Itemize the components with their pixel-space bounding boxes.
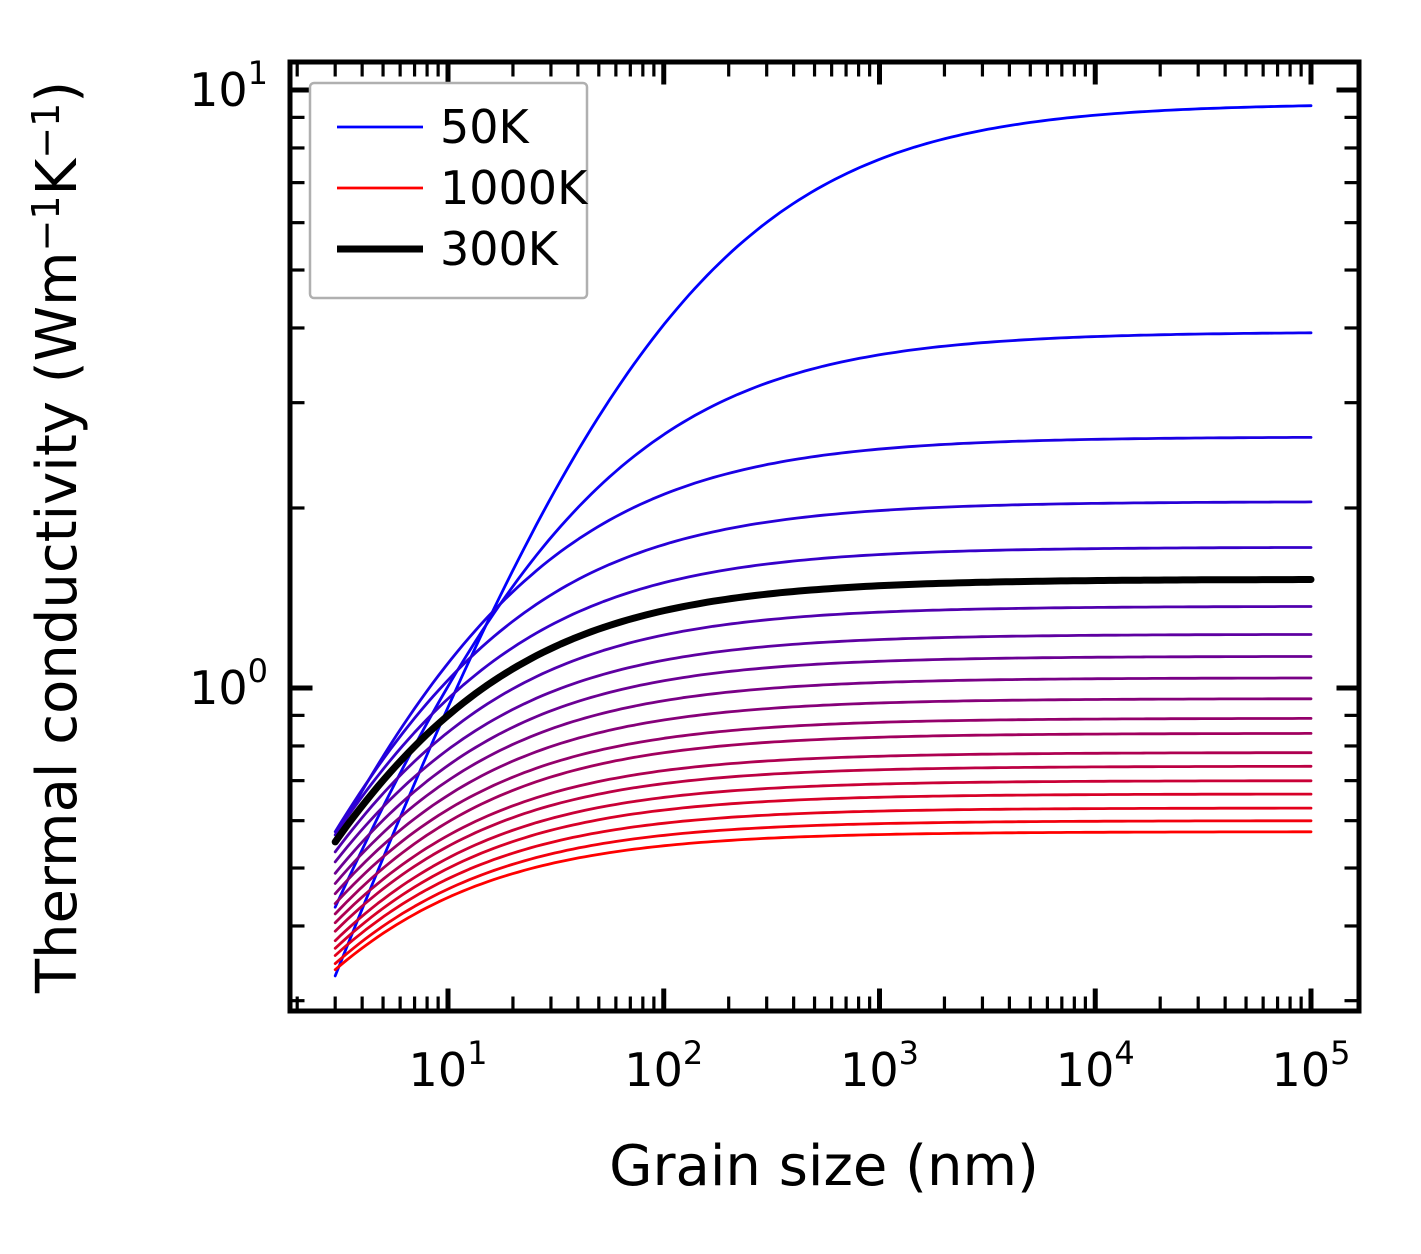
y-axis-label: Thermal conductivity (Wm−1K−1) [24, 81, 90, 994]
curve-850K [333, 792, 1313, 950]
x-tick-label-10e3: 103 [840, 1034, 919, 1097]
axes-frame-group [287, 59, 1362, 1014]
legend-box [308, 81, 589, 300]
curve-950K [333, 819, 1313, 965]
curve-200K [333, 500, 1313, 834]
curve-450K [333, 655, 1313, 875]
curve-800K [333, 779, 1313, 943]
curve-150K [333, 435, 1313, 840]
legend-group: 50K 1000K 300K [308, 81, 589, 300]
y-tick-label-10e1: 101 [189, 54, 268, 117]
curve-350K [333, 605, 1313, 854]
curve-700K [333, 751, 1313, 925]
curve-500K [333, 676, 1313, 885]
ticks-group [292, 64, 1357, 1009]
curve-50K [333, 104, 1313, 978]
x-axis-label: Grain size (nm) [609, 1134, 1039, 1199]
axis-labels-group: Grain size (nm) Thermal conductivity (Wm… [24, 81, 1039, 1199]
curve-400K [333, 633, 1313, 864]
curve-750K [333, 764, 1313, 933]
curves-group [331, 104, 1315, 978]
x-tick-label-10e5: 105 [1272, 1034, 1351, 1097]
x-tick-label-10e4: 104 [1056, 1034, 1135, 1097]
curve-1000K [333, 830, 1313, 972]
x-tick-label-10e2: 102 [624, 1034, 703, 1097]
curve-900K [333, 806, 1313, 957]
legend-label-1000K: 1000K [440, 161, 589, 215]
curve-650K [333, 732, 1313, 916]
y-tick-label-10e0: 100 [189, 652, 268, 715]
legend-label-300K: 300K [440, 222, 560, 276]
axes-frame [287, 59, 1362, 1014]
tick-labels-group: 101 102 103 104 105 100 101 [189, 54, 1350, 1097]
curve-300K [331, 576, 1315, 846]
x-tick-label-10e1: 101 [409, 1034, 488, 1097]
legend-label-50K: 50K [440, 100, 531, 154]
curve-550K [333, 697, 1313, 896]
curve-250K [333, 546, 1313, 837]
curve-600K [333, 717, 1313, 905]
